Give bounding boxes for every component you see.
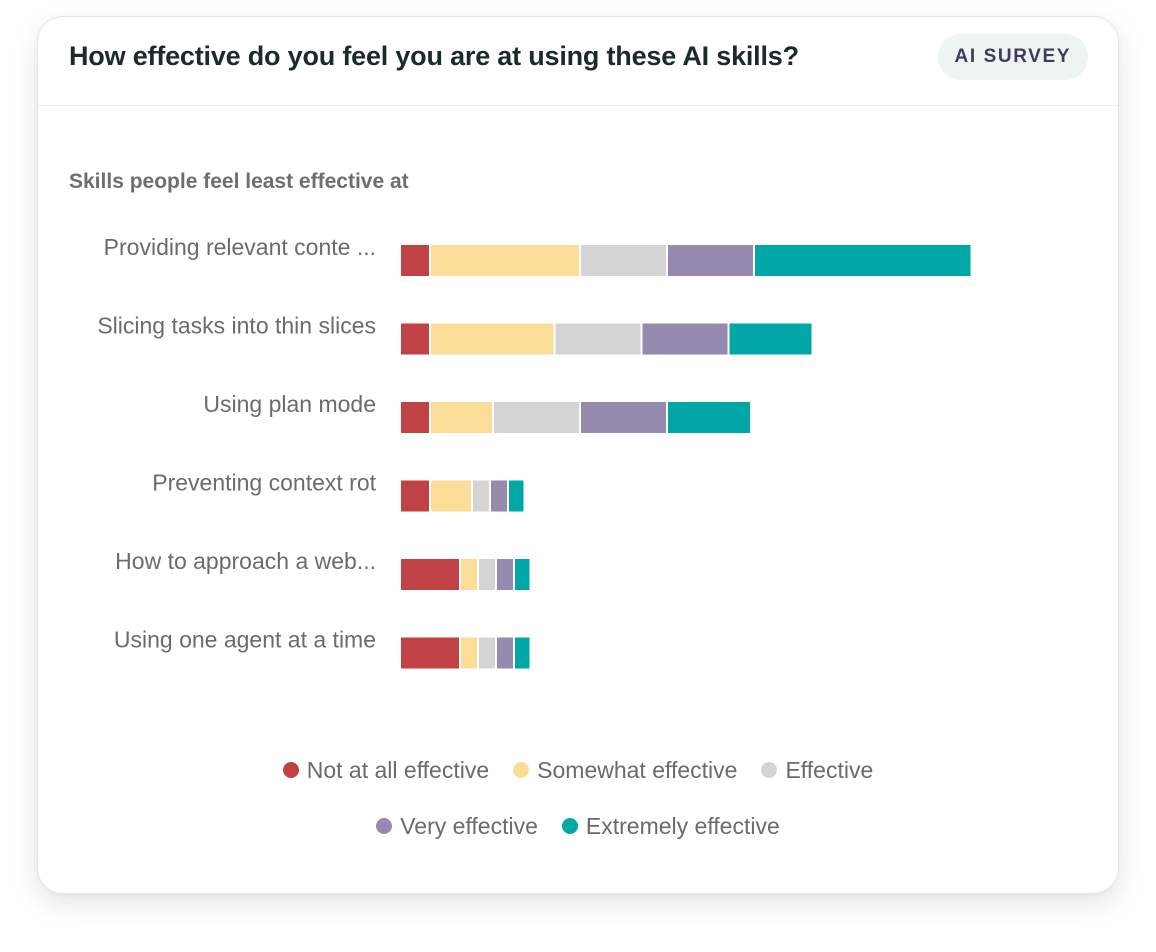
legend-item-very-effective: Very effective — [376, 813, 538, 840]
bar-segment — [642, 323, 728, 355]
category-label: How to approach a web... — [115, 548, 376, 574]
bar-segment — [431, 323, 554, 355]
bar-segment — [401, 637, 459, 669]
legend-label: Very effective — [400, 812, 538, 839]
bar-segment — [668, 245, 753, 276]
stacked-bar-chart: Providing relevant conte ... Slicing task… — [97, 234, 971, 669]
chart-subtitle: Skills people feel least effective at — [69, 170, 409, 193]
legend-row-2: Very effective Extremely effective — [38, 810, 1118, 842]
legend-swatch-very-effective — [376, 818, 393, 834]
bar-segment — [461, 559, 477, 590]
bar-segment — [479, 637, 495, 669]
category-label: Providing relevant conte ... — [104, 234, 376, 260]
survey-badge: AI SURVEY — [937, 34, 1088, 80]
legend-item-effective: Effective — [761, 757, 873, 784]
bar-segment — [401, 245, 429, 276]
bar-segment — [431, 402, 492, 433]
legend-swatch-not-at-all-effective — [282, 762, 299, 778]
bar-segment — [473, 480, 489, 512]
legend-label: Extremely effective — [585, 812, 780, 839]
bar-segment — [431, 245, 579, 276]
bar-segment — [515, 637, 530, 669]
bar-segment — [515, 559, 530, 590]
legend-label: Not at all effective — [306, 756, 490, 783]
card-title: How effective do you feel you are at usi… — [69, 41, 799, 71]
legend-label: Effective — [785, 756, 874, 783]
bar-segment — [668, 402, 750, 433]
bar-segment — [461, 637, 477, 669]
legend-item-not-at-all-effective: Not at all effective — [282, 756, 490, 784]
chart-legend: Not at all effective Somewhat effective … — [38, 754, 1118, 866]
legend-swatch-effective — [761, 762, 778, 778]
bar-segment — [401, 480, 429, 512]
bar-segment — [755, 245, 971, 276]
bar-segment — [729, 323, 812, 355]
bar-segment — [431, 480, 471, 512]
bar-segment — [491, 480, 507, 512]
bar-segment — [494, 402, 579, 433]
bar-segment — [581, 245, 666, 276]
legend-swatch-somewhat-effective — [513, 762, 530, 778]
category-label: Preventing context rot — [152, 470, 376, 496]
category-label: Using one agent at a time — [114, 627, 376, 653]
bar-segment — [497, 559, 513, 590]
card-header: How effective do you feel you are at usi… — [38, 17, 1118, 106]
bar-segment — [401, 402, 429, 433]
legend-swatch-extremely-effective — [561, 818, 578, 834]
bar-segment — [479, 559, 495, 590]
legend-row-1: Not at all effective Somewhat effective … — [38, 754, 1118, 786]
bar-segment — [401, 323, 429, 355]
bar-segment — [401, 559, 459, 590]
legend-item-somewhat-effective: Somewhat effective — [513, 757, 737, 784]
category-label: Using plan mode — [203, 391, 376, 417]
category-label: Slicing tasks into thin slices — [97, 313, 376, 339]
bar-segment — [555, 323, 641, 355]
bar-segment — [497, 637, 513, 669]
legend-item-extremely-effective: Extremely effective — [561, 812, 780, 840]
bar-segment — [581, 402, 666, 433]
bar-segment — [509, 480, 524, 512]
survey-card: How effective do you feel you are at usi… — [37, 16, 1119, 894]
legend-label: Somewhat effective — [537, 756, 738, 783]
